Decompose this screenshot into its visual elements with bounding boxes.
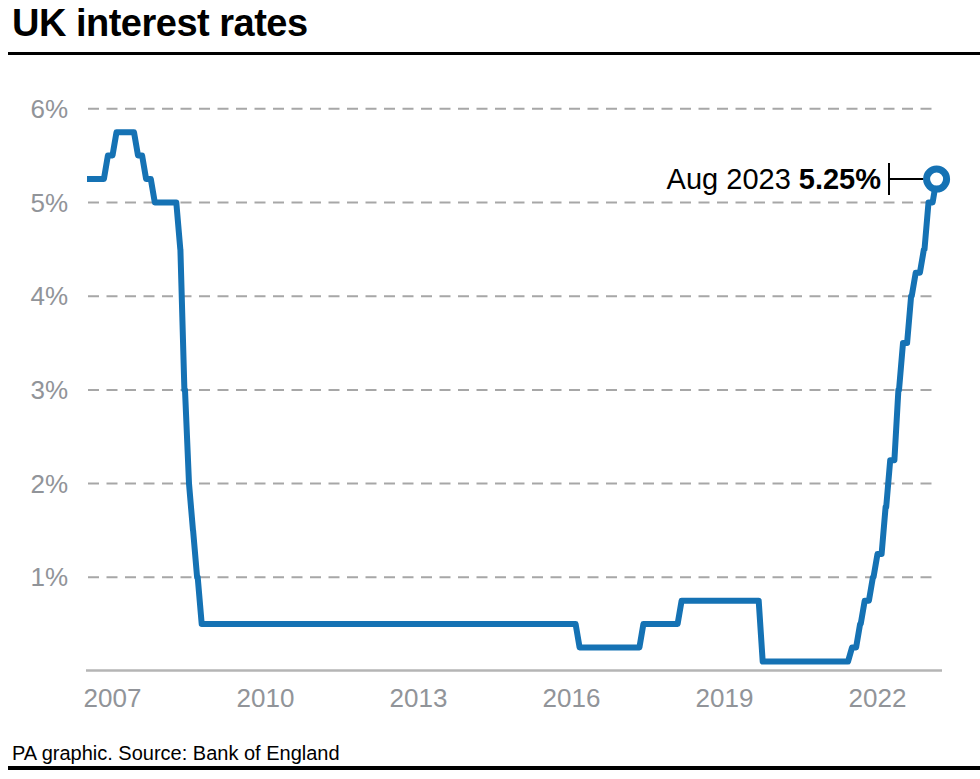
x-tick-label: 2019 — [696, 683, 754, 713]
y-tick-label: 3% — [30, 375, 68, 405]
y-tick-label: 2% — [30, 469, 68, 499]
x-tick-label: 2010 — [237, 683, 295, 713]
source-credit: PA graphic. Source: Bank of England — [12, 742, 340, 765]
y-tick-label: 5% — [30, 188, 68, 218]
y-tick-label: 4% — [30, 281, 68, 311]
x-tick-label: 2022 — [849, 683, 907, 713]
bottom-divider — [8, 766, 980, 770]
interest-rate-line-chart: 6% 5% 4% 3% 2% 1% 2007 2010 2013 2016 2019 2022 Aug … — [0, 0, 980, 779]
rate-line — [87, 132, 937, 661]
latest-point-marker — [927, 169, 947, 189]
x-tick-label: 2013 — [390, 683, 448, 713]
y-tick-label: 6% — [30, 94, 68, 124]
end-annotation-label: Aug 20235.25% — [667, 163, 882, 195]
x-tick-label: 2007 — [84, 683, 142, 713]
y-tick-label: 1% — [30, 562, 68, 592]
x-tick-label: 2016 — [543, 683, 601, 713]
